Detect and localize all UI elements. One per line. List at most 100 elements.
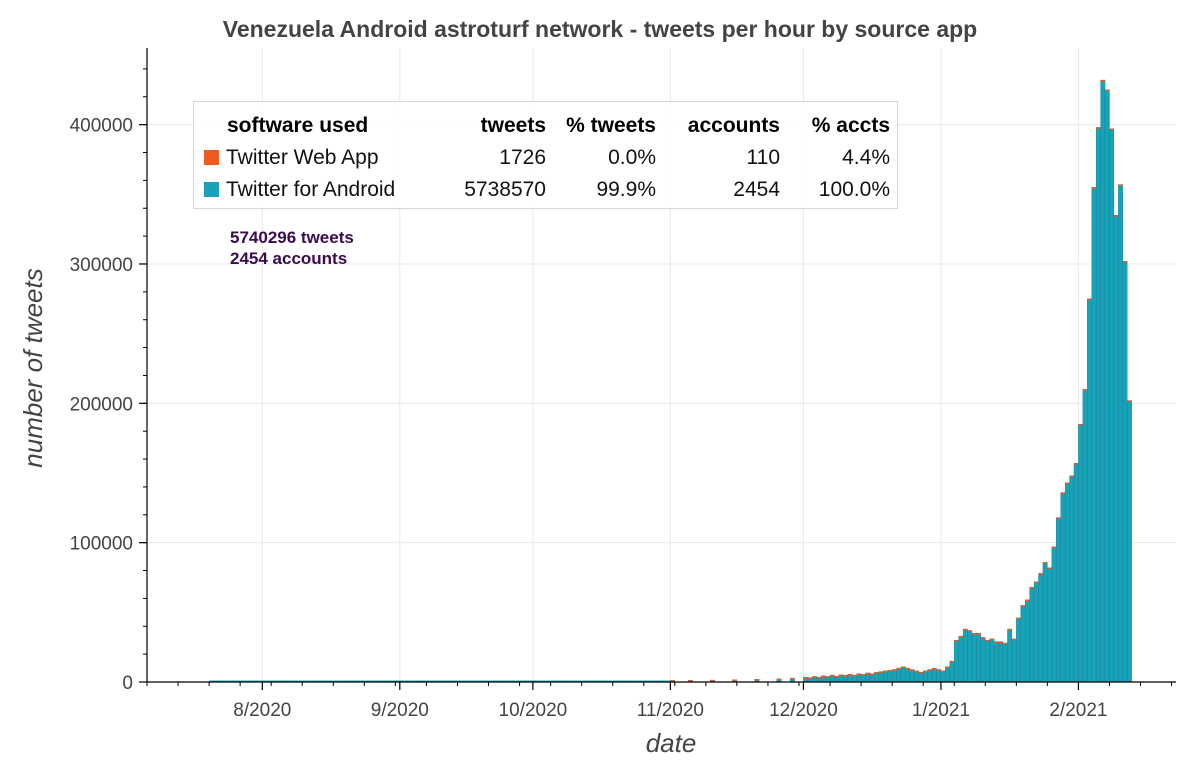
axes: 0 100000 200000 300000 400000 8/2020 9/2020 10/… xyxy=(70,48,1176,721)
baseline-bar xyxy=(470,680,476,682)
legend-header-pct-tweets: % tweets xyxy=(566,114,656,137)
bar xyxy=(887,669,893,683)
bar-webapp-cap xyxy=(1069,475,1074,478)
baseline-bar xyxy=(257,680,263,682)
baseline-bar xyxy=(510,680,516,682)
bar-webapp-cap xyxy=(963,629,968,631)
bar xyxy=(1024,599,1030,683)
bar-webapp-cap xyxy=(954,640,959,642)
y-tick-label: 100000 xyxy=(70,534,133,555)
bar-webapp-cap xyxy=(1051,546,1057,549)
baseline-bar xyxy=(244,680,250,682)
baseline-bar xyxy=(594,680,600,682)
bar xyxy=(954,639,959,683)
baseline-bar xyxy=(355,680,360,682)
bar-webapp-cap xyxy=(1105,89,1110,92)
baseline-bar xyxy=(475,680,480,682)
baseline-bar xyxy=(652,680,658,682)
bar-webapp-cap xyxy=(1100,80,1106,82)
bar xyxy=(896,667,902,683)
bar xyxy=(931,667,937,683)
bar xyxy=(1069,475,1075,683)
bar xyxy=(891,669,897,683)
baseline-bar xyxy=(319,680,325,682)
bar xyxy=(976,633,982,683)
bar-webapp-cap xyxy=(1122,261,1128,263)
bar-webapp-cap xyxy=(821,675,826,678)
bar-webapp-cap xyxy=(980,637,986,639)
legend-row-web-app-tweets: 1726 xyxy=(499,146,546,169)
baseline-bar xyxy=(390,680,396,682)
baseline-bar xyxy=(399,680,405,682)
bar xyxy=(918,672,924,683)
baseline-bar xyxy=(271,680,276,682)
baseline-bar xyxy=(634,680,640,682)
bar-webapp-cap xyxy=(989,638,995,641)
baseline-bar xyxy=(342,680,347,682)
baseline-bar xyxy=(603,680,609,682)
bar xyxy=(980,637,986,683)
baseline-bar xyxy=(280,680,285,682)
bar-webapp-cap xyxy=(856,673,862,676)
chart-title: Venezuela Android astroturf network - tw… xyxy=(222,16,978,42)
bar xyxy=(1029,587,1035,683)
legend-row-web-app-accounts: 110 xyxy=(746,146,780,169)
bar-webapp-cap xyxy=(1127,400,1132,402)
bar-webapp-cap xyxy=(688,680,693,682)
legend-header-pct-accts: % accts xyxy=(811,114,890,137)
baseline-bar xyxy=(382,680,387,682)
baseline-bar xyxy=(657,680,662,682)
legend-row-android-tweets: 5738570 xyxy=(464,178,546,201)
baseline-bar xyxy=(297,680,303,682)
bar xyxy=(1038,573,1044,683)
baseline-bar xyxy=(337,680,343,682)
baseline-bar xyxy=(306,680,312,682)
bar-webapp-cap xyxy=(843,675,848,677)
baseline-bar xyxy=(519,680,525,682)
bar-webapp-cap xyxy=(670,680,675,682)
legend-row-web-app-pct-tweets: 0.0% xyxy=(608,146,656,169)
bar-webapp-cap xyxy=(976,633,981,635)
baseline-bar xyxy=(643,680,649,682)
baseline-bar xyxy=(386,680,391,682)
bar xyxy=(1127,400,1132,683)
bar xyxy=(1020,605,1026,683)
baseline-bar xyxy=(492,680,498,682)
y-tick-label: 0 xyxy=(122,673,133,694)
baseline-bar xyxy=(501,680,507,682)
bar xyxy=(1118,184,1123,683)
bar-webapp-cap xyxy=(1038,573,1043,575)
bar-webapp-cap xyxy=(914,670,919,673)
baseline-bar xyxy=(559,680,564,682)
baseline-bar xyxy=(284,680,289,682)
baseline-bar xyxy=(364,680,369,682)
bar-webapp-cap xyxy=(1073,463,1079,465)
baseline-bar xyxy=(266,680,272,682)
baseline-bar xyxy=(461,680,467,682)
bar xyxy=(878,671,884,683)
bar-webapp-cap xyxy=(958,636,964,638)
bar-webapp-cap xyxy=(816,677,822,679)
legend-swatch-android xyxy=(204,182,219,197)
baseline-bar xyxy=(617,680,622,682)
baseline-bar xyxy=(661,680,666,682)
baseline-bar xyxy=(537,680,542,682)
baseline-bar xyxy=(648,680,653,682)
bar-webapp-cap xyxy=(807,677,813,679)
bar-webapp-cap xyxy=(1025,599,1030,602)
x-tick-label: 1/2021 xyxy=(912,700,970,721)
bar-webapp-cap xyxy=(812,676,817,678)
legend-row-android-pct-accts: 100.0% xyxy=(818,178,890,201)
legend-header-tweets: tweets xyxy=(480,114,546,137)
baseline-bar xyxy=(524,680,529,682)
legend-table: software used tweets % tweets accounts %… xyxy=(193,101,898,209)
baseline-bar xyxy=(240,680,245,682)
baseline-bar xyxy=(626,680,631,682)
baseline-bar xyxy=(479,680,485,682)
bar xyxy=(1104,89,1110,683)
baseline-bar xyxy=(453,680,458,682)
baseline-bar xyxy=(630,680,635,682)
baseline-bar xyxy=(430,680,436,682)
baseline-bar xyxy=(302,680,307,682)
bar xyxy=(883,670,888,683)
